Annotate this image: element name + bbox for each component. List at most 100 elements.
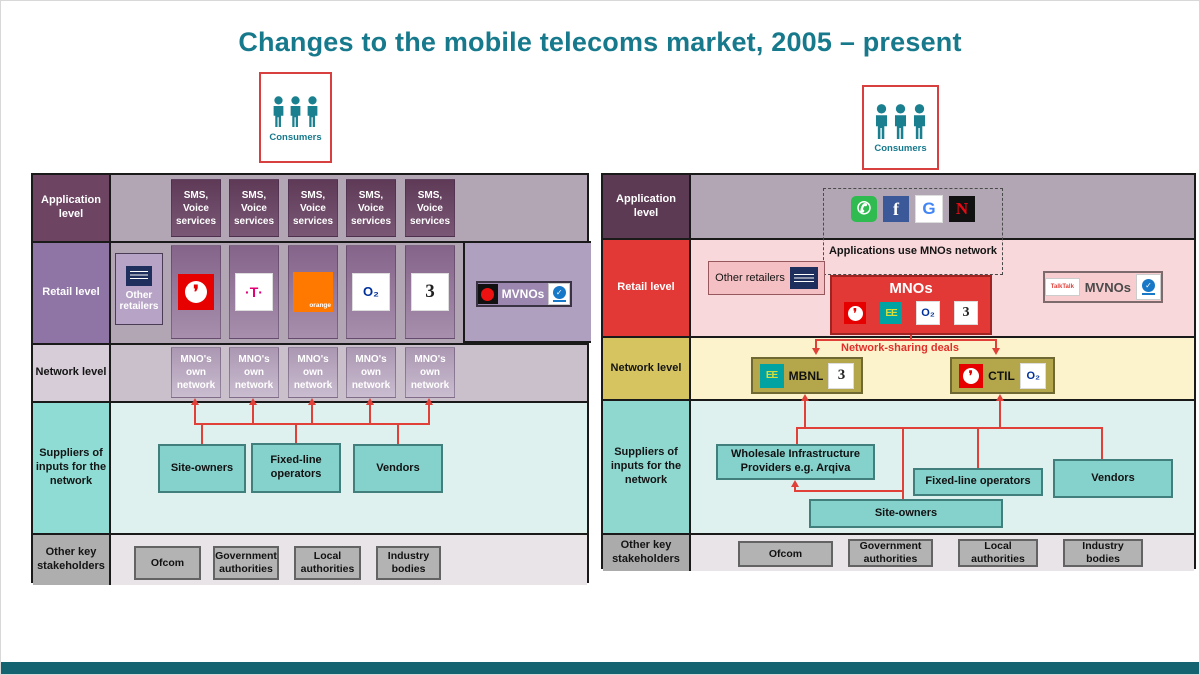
connector-line [995, 339, 997, 348]
retail-box-orange: orange [288, 245, 338, 339]
mnos-box: MNOs ❜ EE O₂ 3 [830, 275, 992, 335]
app-icons-row: ✆ f G N [823, 195, 1003, 223]
connector-arrow [801, 394, 809, 401]
row-label-suppliers: Suppliers of inputs for the network [603, 399, 691, 533]
fixed-line-operators-box: Fixed-line operators [251, 443, 341, 493]
network-box-three: MNO's own network [405, 347, 455, 398]
carphone-warehouse-logo [789, 267, 818, 289]
three-logo: 3 [828, 362, 855, 389]
footer-bar [1, 662, 1199, 674]
netflix-icon: N [949, 196, 975, 222]
whatsapp-icon: ✆ [851, 196, 877, 222]
connector-line [252, 404, 254, 423]
mvnos-label: MVNOs [501, 287, 545, 301]
connector-arrow [191, 398, 199, 405]
diagram-2005: Application level Retail level Network l… [31, 173, 591, 585]
ofcom-box: Ofcom [134, 546, 201, 580]
connector-arrow [996, 394, 1004, 401]
ctil-box: ❜ CTIL O₂ [950, 357, 1055, 394]
o2-logo: O₂ [916, 301, 940, 325]
ctil-label: CTIL [988, 368, 1015, 383]
connector-arrow [992, 348, 1000, 355]
orange-logo: orange [293, 272, 333, 312]
local-authorities-box: Local authorities [294, 546, 361, 580]
applications-dashed-box [823, 188, 1003, 275]
ofcom-box: Ofcom [738, 541, 833, 567]
local-authorities-box: Local authorities [958, 539, 1038, 567]
connector-line [311, 404, 313, 423]
row-label-stakeholders: Other key stakeholders [603, 533, 691, 571]
connector-arrow [366, 398, 374, 405]
vendors-box: Vendors [353, 444, 443, 493]
mvnos-box: TalkTalk MVNOs ✓ [1043, 271, 1163, 303]
service-box-o2: SMS, Voice services [346, 179, 396, 237]
connector-line [815, 339, 817, 348]
connector-line [796, 427, 1103, 429]
network-box-vodafone: MNO's own network [171, 347, 221, 398]
connector-line [977, 427, 979, 468]
network-box-o2: MNO's own network [346, 347, 396, 398]
retail-box-three: 3 [405, 245, 455, 339]
connector-line [804, 400, 806, 427]
row-label-network: Network level [33, 343, 111, 401]
connector-line [1101, 427, 1103, 459]
row-label-application: Application level [603, 175, 691, 238]
mnos-label: MNOs [889, 280, 933, 297]
connector-line [201, 423, 203, 444]
retail-box-vodafone: ❜ [171, 245, 221, 339]
network-row [603, 336, 1194, 399]
vendors-box: Vendors [1053, 459, 1173, 498]
network-sharing-label: Network-sharing deals [841, 342, 959, 354]
mvnos-label: MVNOs [1084, 279, 1131, 295]
connector-arrow [308, 398, 316, 405]
government-authorities-box: Government authorities [213, 546, 279, 580]
service-box-orange: SMS, Voice services [288, 179, 338, 237]
site-owners-box: Site-owners [158, 444, 246, 493]
row-label-retail: Retail level [603, 238, 691, 336]
connector-arrow [425, 398, 433, 405]
row-label-suppliers: Suppliers of inputs for the network [33, 401, 111, 533]
consumers-box-right: Consumers [862, 85, 939, 170]
connector-line [815, 339, 997, 341]
connector-line [428, 404, 430, 423]
connector-line [910, 335, 912, 340]
other-retailers-box: Other retailers [708, 261, 825, 295]
service-box-three: SMS, Voice services [405, 179, 455, 237]
ee-logo: EE [880, 302, 902, 324]
carphone-warehouse-logo [126, 265, 152, 286]
row-label-stakeholders: Other key stakeholders [33, 533, 111, 585]
connector-line [794, 490, 904, 492]
ee-logo: EE [759, 363, 784, 388]
mnos-logos-row: ❜ EE O₂ 3 [832, 301, 990, 325]
vodafone-logo: ❜ [958, 363, 983, 388]
service-box-vodafone: SMS, Voice services [171, 179, 221, 237]
fixed-line-operators-box: Fixed-line operators [913, 468, 1043, 496]
other-retailers-label: Other retailers [119, 289, 159, 313]
connector-arrow [791, 480, 799, 487]
connector-line [295, 423, 297, 443]
row-label-retail: Retail level [33, 241, 111, 343]
tesco-mobile-logo: ✓ [1135, 274, 1161, 300]
retail-box-o2: O₂ [346, 245, 396, 339]
connector-line [794, 486, 796, 492]
network-box-orange: MNO's own network [288, 347, 338, 398]
vodafone-logo: ❜ [178, 274, 214, 310]
three-logo: 3 [411, 273, 449, 311]
connector-line [397, 423, 399, 444]
industry-bodies-box: Industry bodies [376, 546, 441, 580]
connector-line [369, 404, 371, 423]
connector-line [999, 400, 1001, 427]
row-label-network: Network level [603, 336, 691, 399]
mvnos-box: MVNOs ✓ [476, 281, 572, 307]
connector-arrow [812, 348, 820, 355]
tesco-mobile-logo: ✓ [548, 283, 570, 305]
consumers-box-left: Consumers [259, 72, 332, 163]
diagram-present: Application level Retail level Network l… [601, 173, 1196, 571]
network-box-tmobile: MNO's own network [229, 347, 279, 398]
consumers-label: Consumers [269, 131, 322, 143]
tmobile-logo: ·T· [235, 273, 273, 311]
vodafone-logo: ❜ [844, 302, 866, 324]
consumers-label: Consumers [874, 142, 927, 154]
other-retailers-label: Other retailers [715, 272, 785, 284]
